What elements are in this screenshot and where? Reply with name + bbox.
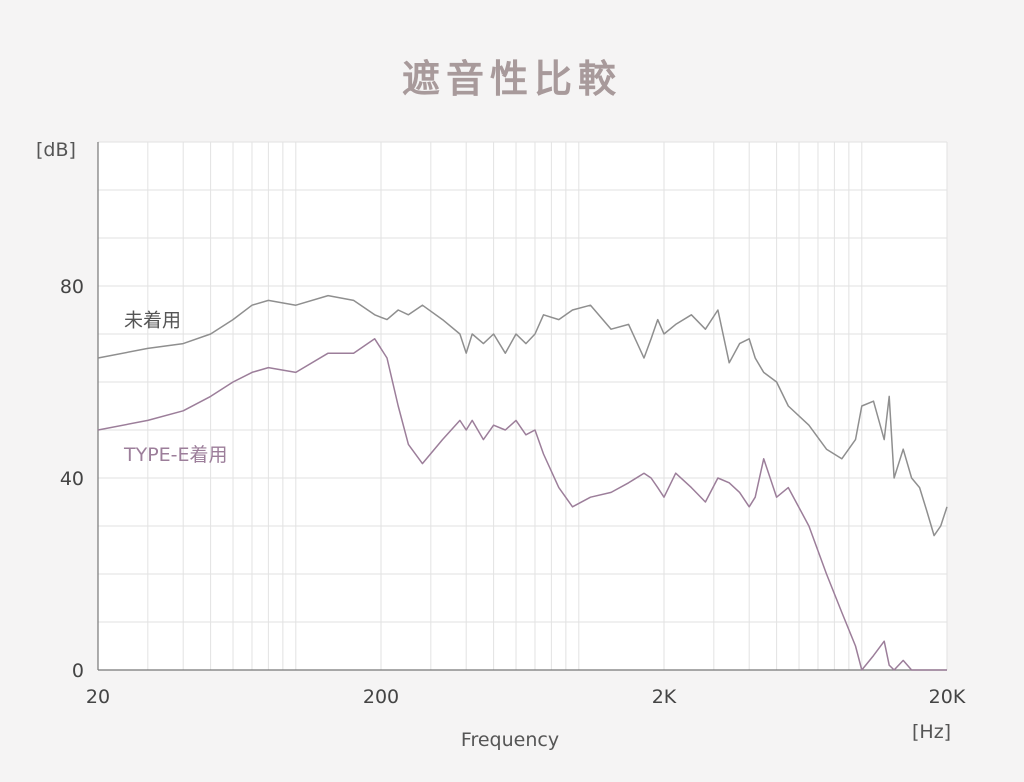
- x-tick-label: 20: [86, 686, 110, 708]
- plot-area: [97, 294, 948, 671]
- series-line-1: [97, 294, 948, 537]
- grid: [97, 141, 948, 671]
- x-tick-label: 2K: [652, 686, 677, 708]
- series-line-2: [97, 338, 947, 671]
- x-unit-label: [Hz]: [912, 721, 951, 743]
- y-tick-label: 80: [60, 276, 84, 298]
- y-unit-label: [dB]: [36, 139, 76, 161]
- y-tick-label: 0: [72, 660, 84, 682]
- chart-title: 遮音性比較: [401, 57, 622, 101]
- series-label-2: TYPE-E着用: [123, 444, 228, 466]
- x-axis-label: Frequency: [461, 729, 559, 751]
- x-tick-label: 20K: [929, 686, 966, 708]
- plot-background: [98, 142, 947, 670]
- series-label-1: 未着用: [124, 310, 181, 332]
- labels: 20 200 2K 20K 0 40 80 未着用 TYPE-E着用: [60, 276, 966, 708]
- y-tick-label: 40: [60, 468, 84, 490]
- x-tick-label: 200: [363, 686, 399, 708]
